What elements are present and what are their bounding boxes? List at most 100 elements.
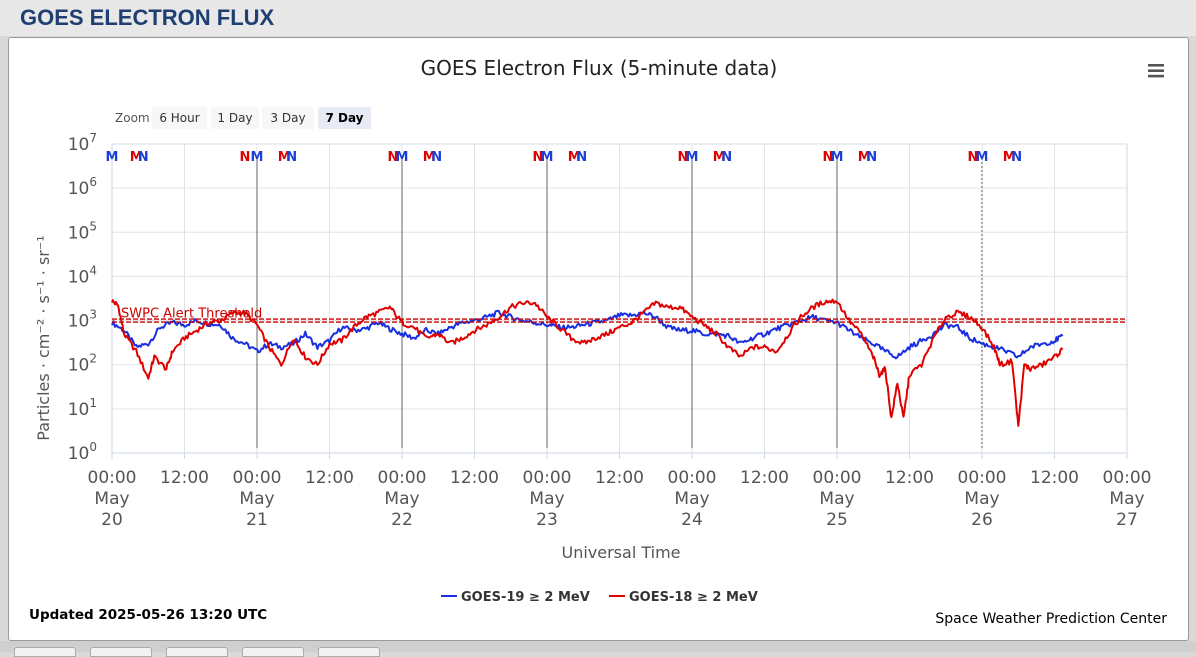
noon-midnight-marker: M [831, 150, 844, 165]
x-axis-label: Universal Time [561, 543, 680, 562]
zoom-button-3-day[interactable]: 3 Day [262, 107, 314, 129]
noon-midnight-marker: M [541, 150, 554, 165]
noon-midnight-marker: M [423, 150, 436, 165]
chart-legend: GOES-19 ≥ 2 MeV GOES-18 ≥ 2 MeV [441, 590, 758, 605]
zoom-button-bg [318, 107, 371, 129]
y-tick-label: 101 [68, 396, 97, 420]
x-tick-label: May [964, 489, 999, 509]
zoom-button-bg [211, 107, 259, 129]
noon-midnight-marker: N [721, 150, 732, 165]
electron-flux-chart: Zoom 6 Hour 1 Day 3 Day 7 Day GOES Electron … [29, 56, 1168, 627]
x-tick-label: 12:00 [160, 468, 209, 488]
x-tick-label: May [1109, 489, 1144, 509]
x-tick-label: May [674, 489, 709, 509]
y-tick-label: 107 [68, 131, 97, 155]
noon-midnight-marker: N [239, 150, 250, 165]
x-tick-label: 24 [681, 510, 703, 530]
noon-midnight-marker: N [138, 150, 149, 165]
noon-midnight-marker: N [1011, 150, 1022, 165]
noon-midnight-marker: M [976, 150, 989, 165]
zoom-button-label: 6 Hour [159, 111, 199, 125]
x-tick-label: May [384, 489, 419, 509]
noon-midnight-marker: N [967, 150, 978, 165]
noon-midnight-marker: N [576, 150, 587, 165]
series-line [111, 309, 1064, 360]
x-tick-label: 23 [536, 510, 558, 530]
x-tick-label: 25 [826, 510, 848, 530]
noon-midnight-marker: M [251, 150, 264, 165]
x-tick-label: 00:00 [1103, 468, 1152, 488]
y-axis-label: Particles · cm⁻² · s⁻¹ · sr⁻¹ [34, 235, 53, 440]
legend-label: GOES-18 ≥ 2 MeV [629, 590, 758, 605]
zoom-button-6-hour[interactable]: 6 Hour [152, 107, 207, 129]
x-tick-label: 00:00 [523, 468, 572, 488]
y-tick-label: 106 [68, 175, 97, 199]
x-tick-label: 00:00 [668, 468, 717, 488]
x-tick-label: 26 [971, 510, 993, 530]
noon-midnight-marker: N [822, 150, 833, 165]
x-tick-label: 22 [391, 510, 413, 530]
credit-text: Space Weather Prediction Center [935, 611, 1167, 627]
noon-midnight-marker: M [686, 150, 699, 165]
chart-title: GOES Electron Flux (5-minute data) [421, 56, 778, 80]
y-tick-label: 100 [68, 440, 97, 464]
zoom-toolbar: Zoom 6 Hour 1 Day 3 Day 7 Day [115, 107, 371, 129]
bottom-strip [0, 641, 1196, 652]
noon-midnight-marker: N [387, 150, 398, 165]
zoom-label: Zoom [115, 111, 150, 125]
noon-midnight-marker: N [532, 150, 543, 165]
legend-label: GOES-19 ≥ 2 MeV [461, 590, 590, 605]
x-tick-label: 12:00 [595, 468, 644, 488]
page-title: GOES ELECTRON FLUX [20, 5, 275, 30]
noon-midnight-marker: M [713, 150, 726, 165]
legend-item[interactable]: GOES-18 ≥ 2 MeV [609, 590, 758, 605]
x-tick-label: 27 [1116, 510, 1138, 530]
hamburger-menu-icon[interactable] [1144, 60, 1168, 82]
page-header: GOES ELECTRON FLUX [0, 0, 1196, 36]
noon-midnight-marker: M [106, 150, 119, 165]
zoom-button-bg [262, 107, 314, 129]
x-tick-label: May [94, 489, 129, 509]
x-tick-label: 12:00 [450, 468, 499, 488]
bottom-tab[interactable] [90, 647, 152, 657]
zoom-button-label: 1 Day [217, 111, 252, 125]
x-tick-label: 00:00 [958, 468, 1007, 488]
y-tick-label: 103 [68, 308, 97, 332]
zoom-button-label: 7 Day [325, 111, 363, 125]
updated-timestamp: Updated 2025-05-26 13:20 UTC [29, 607, 267, 623]
zoom-button-1-day[interactable]: 1 Day [211, 107, 259, 129]
bottom-tab[interactable] [318, 647, 380, 657]
noon-midnight-marker: N [431, 150, 442, 165]
x-tick-label: May [529, 489, 564, 509]
noon-midnight-marker: M [858, 150, 871, 165]
threshold-label: SWPC Alert Threshold [121, 307, 262, 322]
x-tick-label: 00:00 [378, 468, 427, 488]
noon-midnight-marker: M [396, 150, 409, 165]
x-tick-label: 00:00 [813, 468, 862, 488]
zoom-button-label: 3 Day [270, 111, 305, 125]
bottom-tab[interactable] [242, 647, 304, 657]
series-line [111, 298, 1064, 427]
zoom-button-bg [152, 107, 207, 129]
chart-panel: Zoom 6 Hour 1 Day 3 Day 7 Day GOES Electron … [8, 37, 1189, 641]
noon-midnight-marker: M [130, 150, 143, 165]
x-tick-label: 12:00 [305, 468, 354, 488]
x-tick-label: 12:00 [1030, 468, 1079, 488]
noon-midnight-marker: M [1003, 150, 1016, 165]
x-tick-label: May [819, 489, 854, 509]
x-tick-label: 12:00 [740, 468, 789, 488]
bottom-tab[interactable] [14, 647, 76, 657]
y-tick-label: 105 [68, 219, 97, 243]
noon-midnight-marker: M [568, 150, 581, 165]
bottom-tab[interactable] [166, 647, 228, 657]
legend-item[interactable]: GOES-19 ≥ 2 MeV [441, 590, 590, 605]
noon-midnight-marker: N [866, 150, 877, 165]
noon-midnight-marker: M [278, 150, 291, 165]
noon-midnight-marker: N [677, 150, 688, 165]
y-tick-label: 102 [68, 352, 97, 376]
zoom-button-7-day[interactable]: 7 Day [318, 107, 371, 129]
x-tick-label: May [239, 489, 274, 509]
x-tick-label: 00:00 [233, 468, 282, 488]
x-tick-label: 12:00 [885, 468, 934, 488]
